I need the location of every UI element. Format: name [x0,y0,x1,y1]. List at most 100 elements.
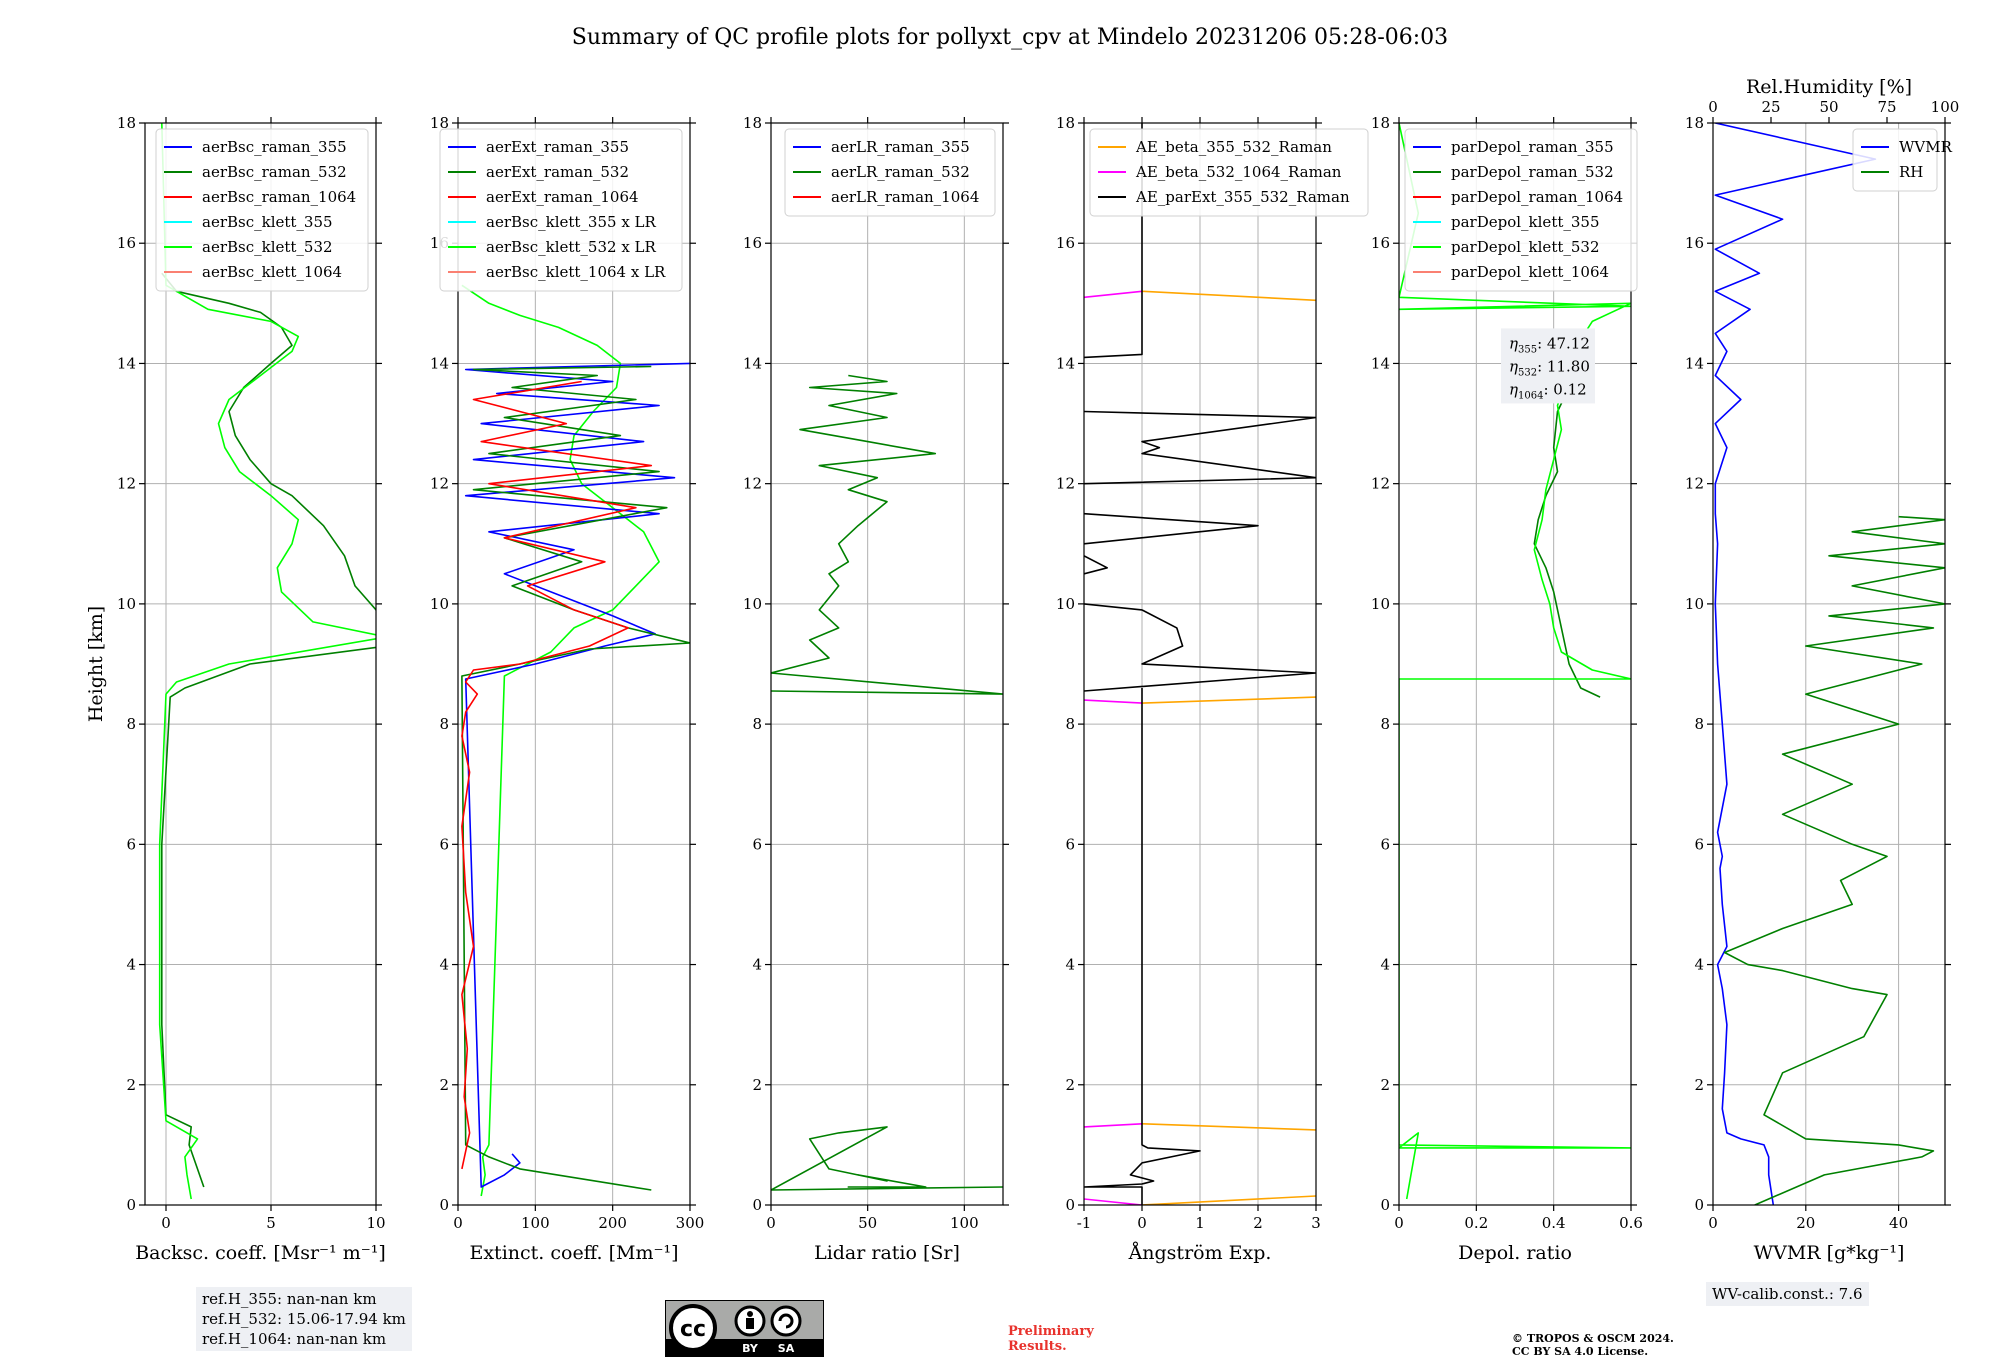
y-tick-label: 10 [1685,595,1704,613]
legend-label: aerBsc_raman_355 [202,138,347,156]
legend: aerExt_raman_355 aerExt_raman_532 aerExt_r… [439,128,683,292]
x-axis-label: Extinct. coeff. [Mm⁻¹] [469,1242,678,1264]
series-line [461,365,690,1191]
series-group [1714,123,1945,1205]
axes-frame [144,122,377,1206]
legend-box [1089,128,1369,217]
y-axis-label: Height [km] [85,606,107,722]
y-tick-label: 8 [126,715,136,733]
y-tick-label: 14 [1685,354,1704,372]
x-tick-label: 0.2 [1464,1214,1488,1232]
x-tick-label: 5 [266,1214,276,1232]
x-axis-label: Ångström Exp. [1128,1242,1272,1264]
y-tick-label: 4 [1065,956,1075,974]
preliminary-line-1: Preliminary [1008,1324,1094,1339]
y-tick-label: 12 [1685,475,1704,493]
series-group [771,374,1003,1191]
y-tick-label: 4 [439,956,449,974]
y-tick-label: 18 [430,114,449,132]
legend: parDepol_raman_355 parDepol_raman_532 parD… [1404,128,1638,292]
series-line [1723,515,1945,1205]
y-tick-label: 6 [439,835,449,853]
annotation-box [1501,328,1595,404]
legend-label: AE_beta_532_1064_Raman [1135,163,1342,181]
x-tick-label: 100 [521,1214,550,1232]
x2-tick-label: 25 [1761,98,1780,116]
wv-calibration-constant: WV-calib.const.: 7.6 [1712,1285,1863,1303]
copyright-line-2: CC BY SA 4.0 License. [1512,1345,1649,1358]
y-tick-label: 0 [752,1196,762,1214]
legend-label: parDepol_klett_355 [1451,213,1600,231]
y-tick-label: 0 [1380,1196,1390,1214]
y-tick-label: 14 [117,354,136,372]
legend-label: aerExt_raman_355 [486,138,629,156]
legend-box [439,128,683,292]
series-line [1399,123,1631,1200]
preliminary-line-2: Results. [1008,1339,1067,1354]
y-tick-label: 18 [1056,114,1075,132]
y-tick-label: 18 [1371,114,1390,132]
legend-box [1852,128,1938,192]
legend-label: aerLR_raman_1064 [831,188,979,206]
x-tick-label: 200 [598,1214,627,1232]
x-tick-label: 300 [676,1214,705,1232]
eta-value: η532: 11.80 [1509,357,1590,378]
series-group [1399,123,1631,1200]
y-tick-label: 8 [1065,715,1075,733]
legend-label: aerBsc_klett_532 [202,238,333,256]
svg-text:SA: SA [778,1342,795,1355]
x-tick-label: 40 [1889,1214,1908,1232]
legend-label: AE_parExt_355_532_Raman [1135,188,1350,206]
y-tick-label: 8 [1380,715,1390,733]
legend-label: parDepol_raman_1064 [1451,188,1623,206]
y-tick-label: 6 [1380,835,1390,853]
y-tick-label: 16 [1371,234,1390,252]
chart-panel-3: 0 50 100 0 2 4 6 8 10 12 14 16 18 Lidar ratio [Sr] aer… [743,114,1009,1264]
cc-by-sa-license-icon: cc BY SA [665,1300,824,1357]
chart-panel-5: 0 0.2 0.4 0.6 0 2 4 6 8 10 12 14 16 18 Depol. ratio par… [1371,114,1643,1264]
x-tick-label: 0 [161,1214,171,1232]
legend-label: RH [1899,163,1923,181]
y-tick-label: 0 [126,1196,136,1214]
x-tick-label: 2 [1253,1214,1263,1232]
x-tick-label: 0 [1137,1214,1147,1232]
x-axis-label: WVMR [g*kg⁻¹] [1754,1242,1905,1264]
y-tick-label: 2 [439,1076,449,1094]
x-axis-label: Depol. ratio [1458,1242,1572,1264]
x-tick-label: 50 [858,1214,877,1232]
y-tick-label: 6 [1065,835,1075,853]
series-line [161,272,376,1188]
axes-frame [1712,122,1946,1206]
legend-label: aerExt_raman_1064 [486,188,639,206]
legend-label: aerBsc_klett_1064 x LR [486,263,666,281]
y-tick-label: 2 [752,1076,762,1094]
y-tick-label: 0 [1694,1196,1704,1214]
x2-tick-label: 100 [1931,98,1960,116]
series-line [1141,290,1316,1205]
x-tick-label: 0 [1394,1214,1404,1232]
x-axis-label: Backsc. coeff. [Msr⁻¹ m⁻¹] [135,1242,386,1264]
x-tick-label: 0 [1708,1214,1718,1232]
y-tick-label: 12 [743,475,762,493]
x2-tick-label: 0 [1708,98,1718,116]
legend-box [155,128,369,292]
x-tick-label: 0 [453,1214,463,1232]
series-group [158,123,376,1200]
y-tick-label: 8 [752,715,762,733]
x-tick-label: 0.6 [1619,1214,1643,1232]
legend-label: aerBsc_raman_532 [202,163,347,181]
series-line [1084,123,1316,1205]
y-tick-label: 4 [126,956,136,974]
y-tick-label: 0 [439,1196,449,1214]
y-tick-label: 10 [117,595,136,613]
series-line [1084,290,1143,1205]
x2-axis-label: Rel.Humidity [%] [1746,76,1912,98]
legend: aerLR_raman_355 aerLR_raman_532 aerLR_rama… [784,128,996,217]
ref-height-355: ref.H_355: nan-nan km [202,1290,377,1308]
y-tick-label: 6 [752,835,762,853]
y-tick-label: 12 [1056,475,1075,493]
y-tick-label: 2 [1380,1076,1390,1094]
y-tick-label: 18 [743,114,762,132]
legend-label: aerBsc_klett_355 x LR [486,213,657,231]
